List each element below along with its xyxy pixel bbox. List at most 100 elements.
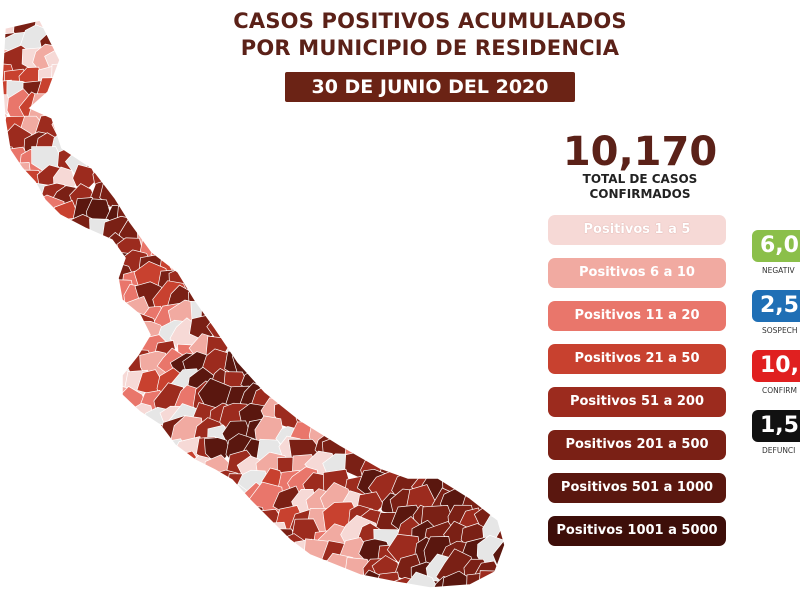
municipality-shape [189, 265, 222, 297]
municipality-shape [88, 460, 119, 488]
municipality-shape [217, 507, 252, 540]
municipality-shape [203, 66, 234, 102]
municipality-shape [16, 20, 49, 21]
municipality-shape [3, 557, 36, 588]
municipality-shape [291, 250, 317, 271]
municipality-shape [37, 418, 73, 455]
municipality-shape [357, 375, 384, 405]
municipality-shape [3, 337, 34, 367]
municipality-shape [2, 493, 29, 520]
municipality-shape [389, 164, 422, 193]
municipality-shape [101, 336, 131, 364]
municipality-shape [187, 90, 223, 129]
municipality-shape [303, 303, 333, 334]
municipality-shape [391, 270, 417, 298]
municipality-shape [239, 555, 271, 588]
municipality-shape [36, 524, 71, 553]
municipality-shape [342, 196, 378, 233]
municipality-shape [121, 470, 153, 502]
municipality-shape [227, 62, 253, 90]
municipality-shape [393, 307, 420, 333]
municipality-shape [71, 245, 98, 276]
municipality-shape [390, 328, 430, 366]
municipality-shape [151, 30, 191, 68]
municipality-shape [271, 152, 300, 176]
municipality-shape [341, 259, 382, 302]
legend-item-11-20: Positivos 11 a 20 [548, 301, 726, 331]
municipality-shape [413, 287, 440, 317]
municipality-shape [175, 537, 208, 574]
municipality-shape [32, 450, 61, 481]
municipality-shape [483, 246, 505, 275]
municipality-shape [13, 230, 45, 260]
municipality-shape [302, 325, 339, 352]
municipality-shape [30, 569, 66, 588]
municipality-shape [474, 370, 505, 406]
municipality-shape [118, 64, 146, 91]
municipality-shape [48, 283, 92, 323]
municipality-shape [51, 355, 81, 379]
municipality-shape [225, 524, 257, 552]
municipality-shape [180, 164, 218, 202]
municipality-shape [449, 218, 477, 251]
municipality-shape [432, 453, 460, 481]
municipality-shape [38, 218, 66, 246]
municipality-shape [287, 210, 318, 244]
municipality-shape [155, 560, 190, 588]
municipality-shape [154, 504, 184, 533]
municipality-shape [204, 126, 233, 161]
municipality-shape [192, 110, 221, 142]
municipality-shape [143, 557, 169, 583]
municipality-shape [157, 573, 187, 588]
municipality-shape [251, 554, 290, 584]
municipality-shape [56, 257, 82, 284]
municipality-shape [37, 268, 70, 300]
municipality-shape [323, 166, 353, 201]
municipality-shape [138, 519, 169, 560]
municipality-shape [120, 559, 159, 588]
municipality-shape [357, 282, 391, 309]
municipality-shape [426, 284, 455, 315]
municipality-shape [99, 111, 136, 145]
municipality-shape [438, 330, 475, 364]
municipality-shape [392, 371, 424, 404]
municipality-shape [493, 249, 505, 284]
municipality-shape [2, 262, 37, 301]
municipality-shape [339, 144, 368, 176]
municipality-shape [376, 116, 404, 145]
municipality-shape [2, 456, 12, 482]
municipality-shape [170, 163, 200, 190]
municipality-shape [442, 128, 474, 162]
municipality-shape [152, 20, 194, 43]
municipality-shape [391, 317, 428, 347]
municipality-shape [326, 347, 361, 380]
municipality-shape [445, 103, 477, 132]
municipality-shape [256, 194, 292, 231]
municipality-shape [374, 212, 408, 241]
municipality-shape [449, 350, 473, 377]
municipality-shape [70, 457, 101, 488]
municipality-shape [136, 533, 173, 568]
municipality-shape [57, 297, 86, 332]
municipality-shape [496, 487, 505, 514]
municipality-shape [105, 554, 134, 581]
municipality-shape [2, 388, 19, 420]
municipality-shape [370, 185, 408, 217]
municipality-shape [240, 78, 269, 109]
municipality-shape [497, 571, 505, 588]
municipality-shape [133, 58, 170, 93]
municipality-shape [70, 503, 106, 538]
municipality-shape [117, 94, 150, 124]
municipality-shape [71, 554, 105, 586]
municipality-shape [138, 186, 165, 214]
municipality-shape [68, 401, 98, 437]
municipality-shape [394, 136, 422, 162]
municipality-shape [421, 230, 457, 268]
municipality-shape [22, 386, 48, 413]
municipality-shape [68, 486, 98, 517]
municipality-shape [171, 183, 205, 214]
municipality-shape [348, 332, 376, 360]
municipality-shape [252, 319, 287, 350]
municipality-shape [23, 440, 52, 466]
municipality-shape [105, 536, 139, 574]
